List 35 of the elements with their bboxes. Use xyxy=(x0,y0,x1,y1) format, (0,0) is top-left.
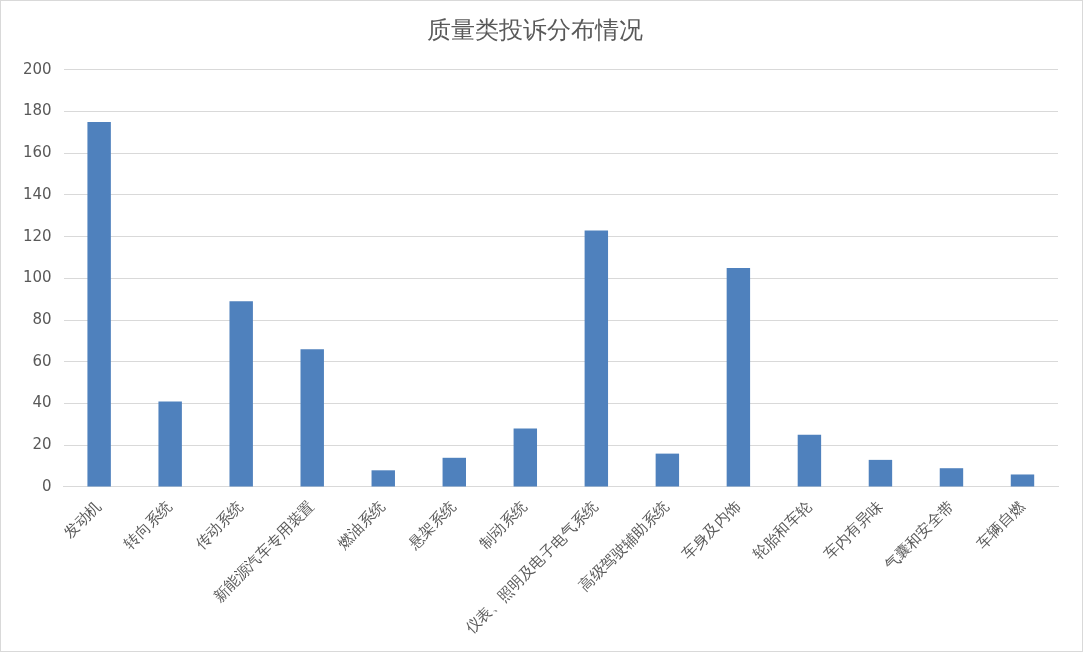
bar xyxy=(1010,474,1035,487)
bar xyxy=(87,121,111,487)
bar xyxy=(229,301,253,487)
x-tick-label: 车身及内饰 xyxy=(678,497,744,563)
y-tick-label: 180 xyxy=(22,101,52,120)
x-tick-label: 转向系统 xyxy=(120,497,176,553)
x-tick-label: 车辆自燃 xyxy=(972,497,1029,553)
bar xyxy=(655,453,680,487)
x-tick-label: 燃油系统 xyxy=(333,497,389,553)
bar xyxy=(513,428,538,487)
x-tick-label: 发动机 xyxy=(60,497,105,542)
y-tick-label: 20 xyxy=(32,435,52,454)
y-tick-label: 100 xyxy=(22,268,52,287)
bar xyxy=(939,468,964,487)
x-tick-label: 传动系统 xyxy=(191,497,247,553)
bar xyxy=(300,349,324,487)
chart-title: 质量类投诉分布情况 xyxy=(426,15,643,44)
x-tick-label: 轮胎和车轮 xyxy=(749,497,815,563)
y-tick-label: 200 xyxy=(22,59,52,78)
y-tick-label: 60 xyxy=(32,351,52,370)
bar xyxy=(797,434,822,487)
x-tick-label: 悬架系统 xyxy=(403,497,460,554)
y-tick-label: 40 xyxy=(32,393,52,412)
y-tick-label: 120 xyxy=(22,226,52,245)
x-tick-label: 制动系统 xyxy=(475,497,531,553)
bar xyxy=(371,470,395,487)
y-tick-label: 0 xyxy=(42,476,52,495)
y-tick-label: 160 xyxy=(22,143,52,162)
bar xyxy=(442,457,466,487)
bar xyxy=(584,230,609,487)
bar xyxy=(726,267,751,487)
y-tick-label: 80 xyxy=(32,310,52,329)
y-tick-label: 140 xyxy=(22,184,52,203)
bar xyxy=(158,401,182,487)
bar xyxy=(868,459,893,487)
